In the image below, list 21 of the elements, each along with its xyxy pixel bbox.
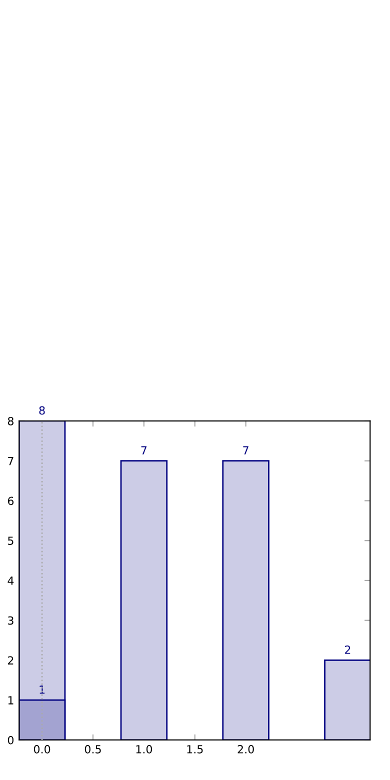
y-tick-label: 3: [8, 616, 14, 625]
data-label: 2: [344, 646, 350, 654]
y-tick-label: 5: [8, 536, 14, 545]
x-tick-label: 0.5: [84, 745, 101, 754]
data-label: 7: [141, 446, 147, 454]
x-tick-label: 2.0: [238, 745, 254, 754]
y-tick-label: 1: [8, 696, 14, 704]
y-tick-label: 8: [8, 416, 14, 426]
y-tick-label: 4: [8, 576, 14, 585]
data-label: 7: [243, 446, 248, 454]
y-tick-label: 6: [8, 496, 14, 506]
x-tick-label: 1.5: [187, 745, 203, 754]
x-tick-label: 0.0: [34, 745, 50, 754]
data-label: 8: [39, 406, 45, 415]
bar: [324, 660, 370, 740]
y-tick-label: 2: [8, 656, 14, 664]
y-tick-label: 0: [8, 736, 14, 744]
x-tick-label: 1.0: [136, 745, 152, 754]
y-tick-label: 7: [8, 456, 14, 466]
bar: [222, 460, 270, 740]
bar: [120, 460, 168, 740]
